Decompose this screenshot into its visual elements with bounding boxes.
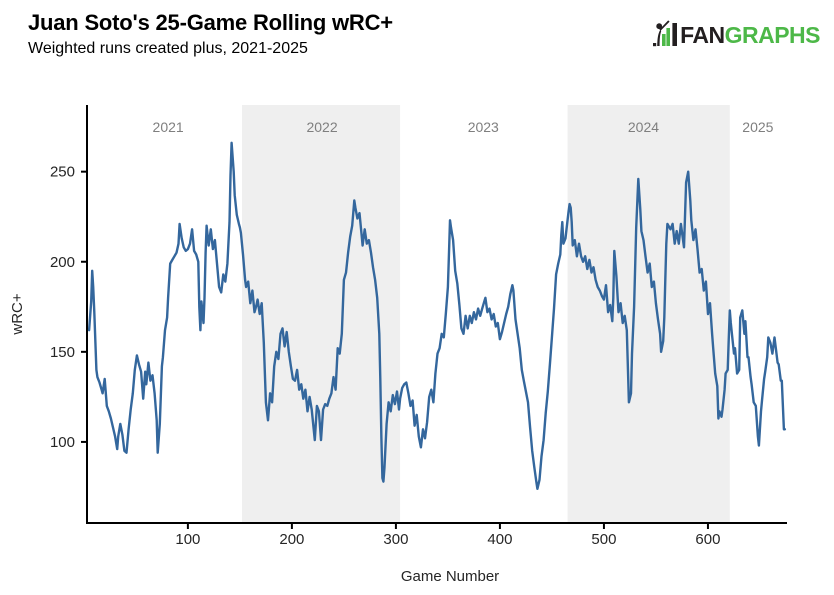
x-axis-title: Game Number xyxy=(401,568,499,585)
season-band-2022 xyxy=(241,105,401,523)
x-tick-label: 500 xyxy=(591,531,616,548)
wrc-line xyxy=(87,141,787,490)
year-label-2025: 2025 xyxy=(742,119,773,135)
y-tick-label: 250 xyxy=(50,164,75,181)
y-tick-label: 150 xyxy=(50,344,75,361)
x-tick-label: 600 xyxy=(695,531,720,548)
y-tick-label: 100 xyxy=(50,434,75,451)
chart-header: Juan Soto's 25-Game Rolling wRC+ Weighte… xyxy=(28,10,393,58)
fangraphs-logo: FANGRAPHS xyxy=(653,20,821,47)
year-label-2021: 2021 xyxy=(153,119,184,135)
season-band-2024 xyxy=(567,105,730,523)
year-label-2024: 2024 xyxy=(628,119,659,135)
series-layer xyxy=(87,141,787,490)
x-tick-label: 200 xyxy=(279,531,304,548)
logo-text: FANGRAPHS xyxy=(680,24,820,47)
page-title: Juan Soto's 25-Game Rolling wRC+ xyxy=(28,10,393,35)
axes-layer xyxy=(81,105,787,529)
labels-layer: 2021 2022 2023 2024 2025 100 200 300 400 500 600 10… xyxy=(50,119,774,548)
season-bands-layer xyxy=(241,105,730,523)
logo-graphs: GRAPHS xyxy=(724,22,821,48)
y-tick-label: 200 xyxy=(50,254,75,271)
fangraphs-batter-bars-icon xyxy=(653,20,678,47)
x-tick-label: 100 xyxy=(175,531,200,548)
logo-fan: FAN xyxy=(680,22,725,48)
y-axis-title: wRC+ xyxy=(9,293,26,335)
year-label-2022: 2022 xyxy=(306,119,337,135)
year-label-2023: 2023 xyxy=(468,119,499,135)
x-tick-label: 400 xyxy=(487,531,512,548)
page-subtitle: Weighted runs created plus, 2021-2025 xyxy=(28,40,308,57)
x-tick-label: 300 xyxy=(383,531,408,548)
